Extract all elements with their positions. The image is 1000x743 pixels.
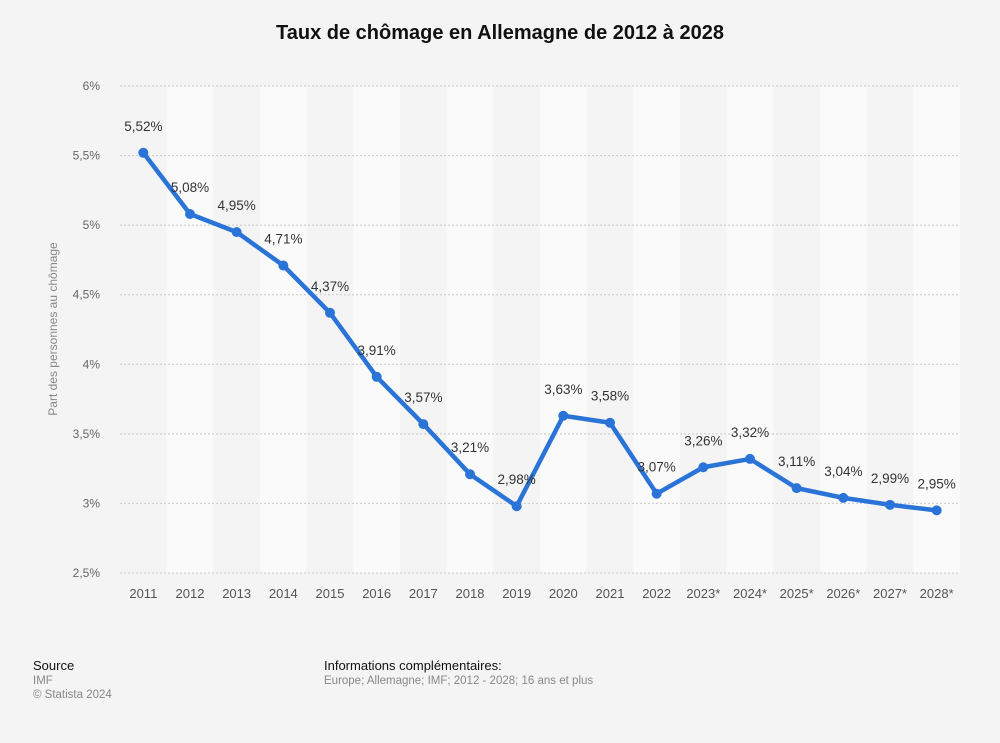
- x-tick-label: 2020: [549, 586, 578, 601]
- y-axis-ticks: 2,5% 3% 3,5% 4% 4,5% 5% 5,5% 6%: [73, 79, 101, 580]
- data-point: [465, 469, 475, 480]
- data-label: 4,71%: [264, 231, 302, 246]
- x-tick-label: 2018: [456, 586, 485, 601]
- x-tick-label: 2023*: [686, 586, 720, 601]
- data-point: [511, 501, 522, 512]
- data-point: [418, 419, 429, 430]
- data-point: [651, 488, 662, 499]
- column-band: [260, 86, 307, 573]
- data-point: [838, 492, 849, 503]
- data-label: 3,26%: [684, 433, 722, 448]
- data-points: [138, 147, 942, 516]
- data-point: [931, 505, 942, 516]
- data-point: [745, 453, 755, 464]
- data-label: 3,04%: [824, 464, 862, 479]
- data-point: [231, 227, 242, 238]
- data-label: 5,52%: [124, 119, 162, 134]
- data-label: 3,91%: [358, 343, 396, 358]
- x-tick-label: 2028*: [920, 586, 954, 601]
- data-label: 3,57%: [404, 390, 442, 405]
- data-point: [325, 307, 335, 318]
- y-tick-label: 6%: [83, 79, 101, 93]
- data-label: 2,98%: [498, 472, 536, 487]
- column-band: [166, 86, 214, 573]
- data-point: [885, 499, 895, 510]
- data-label: 4,37%: [311, 279, 349, 294]
- x-tick-label: 2017: [409, 586, 438, 601]
- chart-title: Taux de chômage en Allemagne de 2012 à 2…: [276, 22, 724, 44]
- x-tick-label: 2026*: [826, 586, 860, 601]
- data-point: [558, 410, 569, 421]
- x-tick-label: 2012: [176, 586, 205, 601]
- data-point: [791, 483, 802, 494]
- data-label: 4,95%: [218, 198, 256, 213]
- y-axis-label: Part des personnes au chômage: [46, 242, 60, 416]
- y-tick-label: 2,5%: [73, 566, 101, 580]
- data-label: 3,11%: [778, 454, 815, 469]
- data-label: 2,99%: [871, 471, 909, 486]
- data-labels: 5,52% 5,08% 4,95% 4,71% 4,37% 3,91% 3,57% 3,21%…: [124, 119, 956, 492]
- data-label: 3,63%: [544, 382, 582, 397]
- source-heading: Source: [33, 658, 75, 673]
- x-tick-label: 2011: [129, 586, 157, 601]
- copyright: © Statista 2024: [33, 689, 112, 701]
- x-tick-label: 2022: [642, 586, 671, 601]
- data-point: [138, 147, 149, 158]
- source-name: IMF: [33, 675, 53, 687]
- column-band: [353, 86, 400, 573]
- y-tick-label: 3,5%: [73, 427, 101, 441]
- data-label: 2,95%: [918, 476, 956, 491]
- footer-info: Informations complémentaires: Europe; Al…: [324, 658, 593, 687]
- column-band: [446, 86, 494, 573]
- info-heading: Informations complémentaires:: [324, 658, 502, 673]
- data-label: 3,21%: [451, 440, 489, 455]
- series-line: [141, 150, 939, 513]
- data-point: [185, 209, 195, 220]
- x-tick-label: 2016: [362, 586, 391, 601]
- y-tick-label: 5,5%: [73, 149, 101, 163]
- data-label: 3,32%: [731, 425, 769, 440]
- data-point: [605, 417, 615, 428]
- series-path: [141, 150, 939, 513]
- column-band: [913, 86, 960, 573]
- data-point: [698, 462, 709, 473]
- data-label: 3,58%: [591, 389, 629, 404]
- y-tick-label: 3%: [83, 496, 101, 510]
- x-axis-ticks: 2011 2012 2013 2014 2015 2016 2017 2018 2019 2020…: [129, 586, 953, 601]
- x-tick-label: 2027*: [873, 586, 907, 601]
- column-band: [726, 86, 774, 573]
- x-tick-label: 2014: [269, 586, 298, 601]
- info-text: Europe; Allemagne; IMF; 2012 - 2028; 16 …: [324, 675, 594, 687]
- x-tick-label: 2021: [596, 586, 625, 601]
- x-tick-label: 2024*: [733, 586, 767, 601]
- data-label: 5,08%: [171, 180, 209, 195]
- y-tick-label: 5%: [83, 218, 101, 232]
- data-point: [371, 371, 382, 382]
- data-label: 3,07%: [638, 460, 676, 475]
- column-band: [820, 86, 867, 573]
- x-tick-label: 2019: [502, 586, 531, 601]
- x-tick-label: 2025*: [780, 586, 814, 601]
- y-tick-label: 4,5%: [73, 288, 101, 302]
- gridlines: [120, 85, 960, 574]
- column-bands: [166, 86, 960, 573]
- x-tick-label: 2015: [316, 586, 345, 601]
- column-band: [540, 86, 587, 573]
- footer-source: Source IMF © Statista 2024: [33, 658, 112, 701]
- x-tick-label: 2013: [222, 586, 251, 601]
- y-tick-label: 4%: [83, 357, 101, 371]
- data-point: [278, 260, 289, 271]
- column-band: [633, 86, 680, 573]
